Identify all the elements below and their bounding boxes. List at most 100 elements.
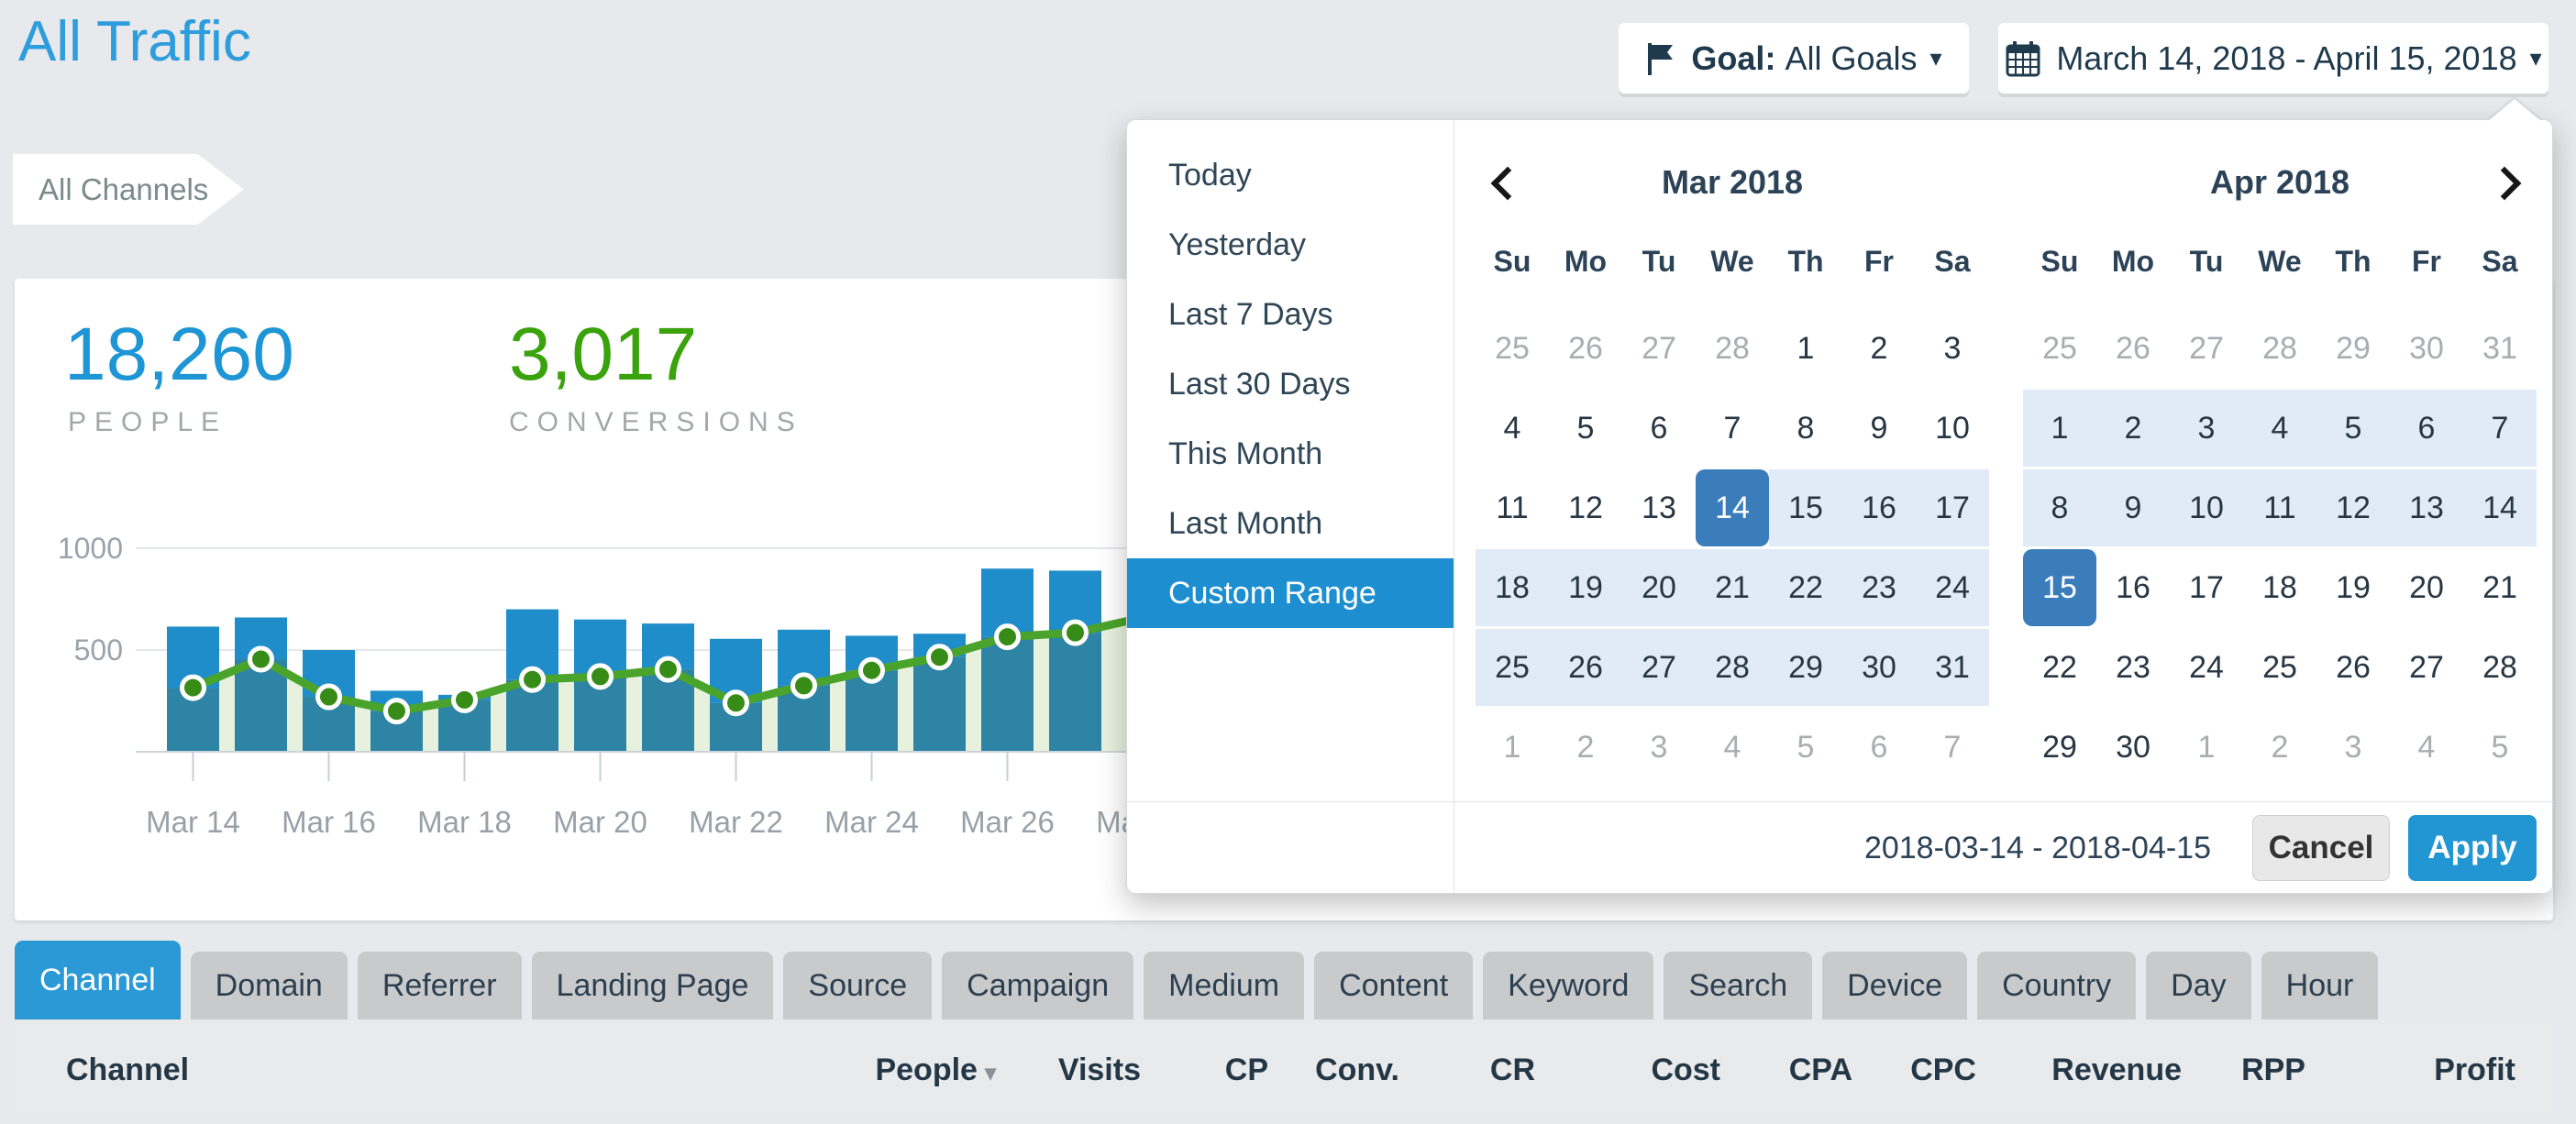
tab-country[interactable]: Country: [1977, 952, 2137, 1019]
day-cell-2[interactable]: 2: [2096, 390, 2170, 467]
day-cell-27[interactable]: 27: [2189, 331, 2224, 366]
day-cell-14[interactable]: 14: [2463, 469, 2537, 546]
day-cell-10[interactable]: 10: [1935, 411, 1970, 446]
breadcrumb[interactable]: All Channels: [13, 154, 244, 225]
day-cell-1[interactable]: 1: [2197, 730, 2216, 765]
day-cell-5[interactable]: 5: [2491, 730, 2509, 765]
day-cell-15-selected[interactable]: 15: [2023, 549, 2096, 626]
column-visits[interactable]: Visits: [1057, 1052, 1141, 1087]
day-cell-3[interactable]: 3: [2170, 390, 2243, 467]
preset-today[interactable]: Today: [1168, 158, 1252, 193]
day-cell-28[interactable]: 28: [2262, 331, 2297, 366]
day-cell-27[interactable]: 27: [2409, 650, 2444, 685]
day-cell-8[interactable]: 8: [1797, 411, 1815, 446]
day-cell-1[interactable]: 1: [2023, 390, 2096, 467]
day-cell-22[interactable]: 22: [2042, 650, 2077, 685]
day-cell-30[interactable]: 30: [2409, 331, 2444, 366]
day-cell-18[interactable]: 18: [2262, 570, 2297, 605]
tab-day[interactable]: Day: [2146, 952, 2251, 1019]
column-profit[interactable]: Profit: [2434, 1052, 2515, 1087]
tab-keyword[interactable]: Keyword: [1483, 952, 1654, 1019]
column-cp[interactable]: CP: [1224, 1052, 1268, 1087]
column-people[interactable]: People ▾: [875, 1052, 996, 1087]
day-cell-4[interactable]: 4: [2243, 390, 2316, 467]
day-cell-25[interactable]: 25: [1495, 331, 1530, 366]
day-cell-4[interactable]: 4: [1723, 730, 1741, 765]
day-cell-2[interactable]: 2: [1870, 331, 1888, 366]
day-cell-6[interactable]: 6: [1650, 411, 1668, 446]
tab-source[interactable]: Source: [783, 952, 933, 1019]
tab-referrer[interactable]: Referrer: [357, 952, 522, 1019]
tab-hour[interactable]: Hour: [2261, 952, 2379, 1019]
day-cell-25[interactable]: 25: [1476, 629, 1549, 706]
day-cell-12[interactable]: 12: [2316, 469, 2390, 546]
day-cell-2[interactable]: 2: [2271, 730, 2289, 765]
day-cell-6[interactable]: 6: [2390, 390, 2463, 467]
day-cell-26[interactable]: 26: [1549, 629, 1622, 706]
day-cell-5[interactable]: 5: [1797, 730, 1815, 765]
day-cell-21[interactable]: 21: [2482, 570, 2517, 605]
day-cell-17[interactable]: 17: [1916, 469, 1989, 546]
day-cell-24[interactable]: 24: [2189, 650, 2224, 685]
day-cell-24[interactable]: 24: [1916, 549, 1989, 626]
day-cell-7[interactable]: 7: [2463, 390, 2537, 467]
day-cell-3[interactable]: 3: [1650, 730, 1668, 765]
preset-last-30-days[interactable]: Last 30 Days: [1168, 367, 1351, 402]
day-cell-3[interactable]: 3: [1943, 331, 1962, 366]
day-cell-30[interactable]: 30: [2116, 730, 2150, 765]
day-cell-5[interactable]: 5: [2316, 390, 2390, 467]
apply-button[interactable]: Apply: [2408, 815, 2537, 881]
day-cell-26[interactable]: 26: [2336, 650, 2371, 685]
day-cell-14-selected[interactable]: 14: [1696, 469, 1769, 546]
tab-search[interactable]: Search: [1664, 952, 1813, 1019]
day-cell-4[interactable]: 4: [2417, 730, 2436, 765]
preset-yesterday[interactable]: Yesterday: [1168, 227, 1306, 262]
column-conv-[interactable]: Conv.: [1315, 1052, 1399, 1087]
day-cell-5[interactable]: 5: [1576, 411, 1595, 446]
day-cell-27[interactable]: 27: [1622, 629, 1696, 706]
preset-custom-range[interactable]: Custom Range: [1127, 558, 1454, 628]
day-cell-25[interactable]: 25: [2262, 650, 2297, 685]
day-cell-13[interactable]: 13: [1642, 490, 1676, 525]
day-cell-1[interactable]: 1: [1797, 331, 1815, 366]
day-cell-31[interactable]: 31: [1916, 629, 1989, 706]
day-cell-23[interactable]: 23: [1842, 549, 1916, 626]
day-cell-4[interactable]: 4: [1503, 411, 1521, 446]
day-cell-28[interactable]: 28: [1715, 331, 1750, 366]
day-cell-28[interactable]: 28: [1696, 629, 1769, 706]
day-cell-29[interactable]: 29: [2336, 331, 2371, 366]
day-cell-16[interactable]: 16: [1842, 469, 1916, 546]
column-cr[interactable]: CR: [1489, 1052, 1535, 1087]
day-cell-1[interactable]: 1: [1503, 730, 1521, 765]
day-cell-18[interactable]: 18: [1476, 549, 1549, 626]
tab-content[interactable]: Content: [1314, 952, 1474, 1019]
day-cell-28[interactable]: 28: [2482, 650, 2517, 685]
day-cell-20[interactable]: 20: [1622, 549, 1696, 626]
day-cell-31[interactable]: 31: [2482, 331, 2517, 366]
tab-domain[interactable]: Domain: [190, 952, 348, 1019]
day-cell-29[interactable]: 29: [2042, 730, 2077, 765]
tab-campaign[interactable]: Campaign: [942, 952, 1134, 1019]
column-channel[interactable]: Channel: [66, 1052, 190, 1087]
day-cell-17[interactable]: 17: [2189, 570, 2224, 605]
day-cell-8[interactable]: 8: [2023, 469, 2096, 546]
column-rpp[interactable]: RPP: [2241, 1052, 2305, 1087]
tab-device[interactable]: Device: [1822, 952, 1968, 1019]
day-cell-15[interactable]: 15: [1769, 469, 1842, 546]
preset-last-month[interactable]: Last Month: [1168, 506, 1323, 541]
column-cpa[interactable]: CPA: [1788, 1052, 1852, 1087]
tab-medium[interactable]: Medium: [1144, 952, 1305, 1019]
day-cell-20[interactable]: 20: [2409, 570, 2444, 605]
tab-landing-page[interactable]: Landing Page: [531, 952, 774, 1019]
day-cell-11[interactable]: 11: [1496, 490, 1529, 525]
day-cell-11[interactable]: 11: [2243, 469, 2316, 546]
day-cell-19[interactable]: 19: [1549, 549, 1622, 626]
day-cell-9[interactable]: 9: [1870, 411, 1888, 446]
preset-last-7-days[interactable]: Last 7 Days: [1168, 297, 1333, 332]
day-cell-23[interactable]: 23: [2116, 650, 2150, 685]
day-cell-16[interactable]: 16: [2116, 570, 2150, 605]
day-cell-25[interactable]: 25: [2042, 331, 2077, 366]
column-revenue[interactable]: Revenue: [2051, 1052, 2182, 1087]
tab-channel[interactable]: Channel: [15, 941, 181, 1019]
column-cost[interactable]: Cost: [1651, 1052, 1720, 1087]
